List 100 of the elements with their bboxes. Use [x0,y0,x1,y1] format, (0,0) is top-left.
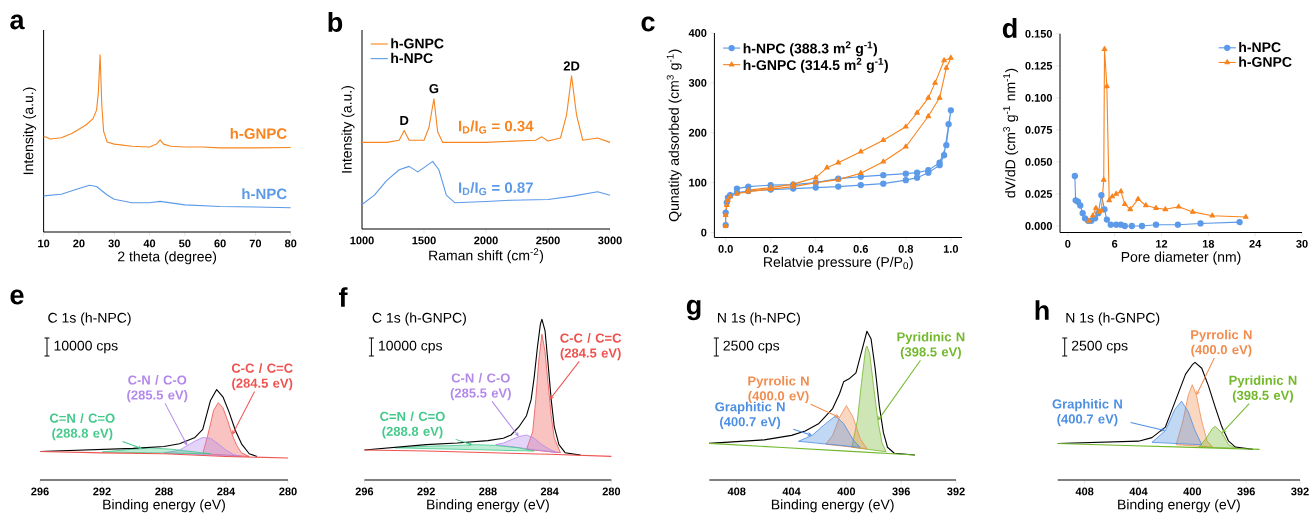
x-axis-title: Relatvie pressure (P/P$_{0}$) [764,256,913,270]
x-tick-label: 30 [108,239,120,248]
text: 10000 cps [54,340,118,354]
x-axis-title: Binding energy (eV) [427,499,549,513]
annotation: Pyridinic N (398.5 eV) [1229,375,1297,403]
legend-label: h-GNPC [391,38,444,49]
y-tick-label: 0.100 [1025,93,1053,102]
x-tick-label: 0.4 [808,245,824,253]
x-tick-label: 1500 [412,236,436,245]
annotation: I$_{D}$/I$_{G}$ = 0.87 [459,181,533,196]
x-tick-label: 392 [947,487,965,496]
x-tick-label: 1.0 [943,245,959,253]
annotation: 2500 cps [723,340,780,354]
x-tick-label: 392 [1291,487,1309,496]
x-tick-label: 12 [1156,239,1168,248]
annotation: D [400,115,409,125]
annotation: G [429,83,439,94]
x-axis-title: Binding energy (eV) [771,499,894,513]
x-tick-label: 404 [782,487,801,496]
x-tick-label: 292 [93,487,111,496]
x-tick-label: 296 [31,487,49,496]
x-tick-label: 50 [179,239,191,248]
x-tick-label: 0 [1065,239,1071,248]
chart-subtitle: N 1s (h-NPC) [717,312,800,326]
x-tick-label: 2000 [474,236,498,245]
annotation: C-N / C-O (285.5 eV) [127,375,188,403]
x-tick-label: 396 [1237,487,1255,496]
annotation: C-C / C=C (284.5 eV) [231,363,293,391]
x-tick-label: 288 [479,487,497,496]
x-axis-title: Binding energy (eV) [103,499,225,513]
y-axis-title: Intensity (a.u.) [341,86,355,173]
chart-title: e [10,289,24,305]
x-tick-label: 6 [1112,239,1118,248]
x-tick-label: 3000 [598,236,622,245]
x-tick-label: 40 [143,239,156,248]
annotation: Graphitic N (400.7 eV) [715,401,785,429]
y-tick-label: 0.125 [1025,61,1053,70]
x-tick-label: 2500 [536,236,560,245]
x-tick-label: 0.8 [898,245,914,253]
x-axis-title: 2 theta (degree) [118,251,217,265]
annotation: I$_{D}$/I$_{G}$ = 0.34 [459,120,534,134]
y-tick-label: 0.000 [1025,222,1053,230]
x-tick-label: 30 [1296,239,1308,248]
annotation: C=N / C=O (288.8 eV) [380,411,445,439]
annotation: C-N / C-O (285.5 eV) [450,373,511,401]
x-tick-label: 18 [1202,239,1215,248]
chart-subtitle: C 1s (h-GNPC) [372,312,466,326]
x-tick-label: 280 [279,487,297,496]
x-tick-label: 0.2 [763,245,778,253]
annotation: Pyrrolic N (400.0 eV) [1191,329,1252,357]
x-tick-label: 20 [73,239,85,248]
y-axis-title: Qunatity adsorbed (cm$^{3}$ g$^{-1}$) [666,49,682,222]
y-tick-label: 0.025 [1025,190,1053,198]
annotation: Graphitic N (400.7 eV) [1052,399,1122,427]
chart-title: c [641,16,655,32]
x-axis-title: Pore diameter (nm) [1121,251,1241,265]
y-tick-label: 100 [689,178,707,187]
y-tick-label: 0.075 [1025,126,1053,134]
x-tick-label: 408 [1075,487,1094,496]
x-tick-label: 0.0 [718,245,733,253]
annotation: C-C / C=C (284.5 eV) [560,333,622,361]
annotation: Pyridinic N (398.5 eV) [897,331,965,360]
series-label: h-NPC [242,188,287,200]
x-tick-label: 80 [284,239,297,248]
y-tick-label: 0 [701,228,707,237]
legend-label: h-NPC (388.3 m$^{2}$ g$^{-1}$) [743,41,878,57]
legend-label: h-GNPC (314.5 m$^{2}$ g$^{-1}$) [743,57,888,73]
y-tick-label: 0.150 [1025,29,1053,38]
y-axis-title: dV/dD (cm$^{3}$ g$^{-1}$ nm$^{-1}$) [1003,68,1019,198]
x-tick-label: 288 [155,487,173,496]
annotation: 2D [563,61,580,71]
chart-title: g [686,299,701,321]
chart-subtitle: N 1s (h-GNPC) [1066,312,1160,326]
x-tick-label: 0.6 [853,245,869,253]
text: 2500 cps [1071,340,1128,354]
x-tick-label: 280 [602,487,621,496]
chart-title: f [338,287,348,307]
chart-title: h [1035,300,1049,320]
y-tick-label: 0.050 [1025,158,1053,166]
x-tick-label: 296 [355,487,374,496]
x-tick-label: 408 [727,487,746,496]
x-tick-label: 396 [892,487,910,496]
x-tick-label: 292 [417,487,435,496]
y-tick-label: 400 [688,29,707,37]
chart-subtitle: C 1s (h-NPC) [48,312,131,326]
x-tick-label: 400 [837,487,856,496]
chart-title: a [10,14,25,30]
x-tick-label: 70 [249,239,262,248]
series-label: h-GNPC [230,127,287,139]
legend-label: h-NPC [1239,41,1281,53]
x-axis-title: Raman shift (cm$^{-2}$) [429,248,544,264]
y-axis-title: Intensity (a.u.) [23,87,37,175]
x-tick-label: 284 [217,487,236,496]
x-tick-label: 404 [1129,487,1148,496]
annotation: 10000 cps [379,340,443,354]
chart-title: d [1002,18,1017,38]
x-tick-label: 24 [1249,239,1262,248]
x-tick-label: 1000 [350,236,374,245]
y-tick-label: 200 [688,128,707,137]
x-tick-label: 10 [38,239,50,248]
